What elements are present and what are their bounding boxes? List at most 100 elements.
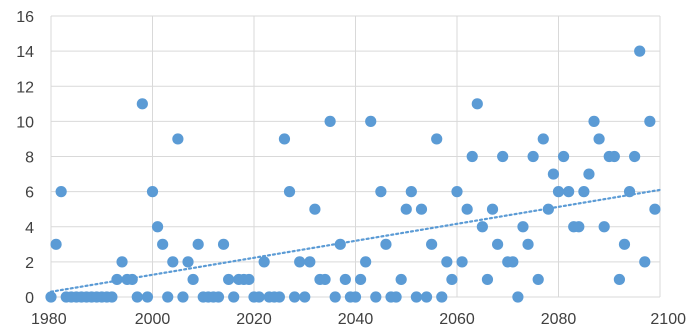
data-point bbox=[50, 238, 62, 250]
data-point bbox=[304, 256, 316, 268]
data-point bbox=[131, 291, 143, 303]
data-point bbox=[375, 186, 387, 198]
data-point bbox=[618, 238, 631, 250]
data-point bbox=[481, 273, 494, 286]
data-point bbox=[111, 273, 123, 286]
y-tick-label: 16 bbox=[16, 9, 34, 26]
data-point bbox=[420, 291, 433, 303]
data-point bbox=[400, 203, 412, 215]
linear-trendline bbox=[49, 188, 662, 293]
data-point bbox=[151, 221, 164, 233]
data-point bbox=[634, 45, 646, 57]
data-point bbox=[451, 186, 463, 198]
data-point bbox=[354, 273, 367, 286]
data-point bbox=[517, 221, 529, 233]
data-point bbox=[639, 256, 651, 268]
data-point bbox=[563, 186, 575, 198]
data-point bbox=[162, 291, 174, 303]
data-point bbox=[598, 221, 610, 233]
data-point bbox=[608, 150, 620, 163]
data-point bbox=[258, 256, 270, 268]
y-tick-label: 6 bbox=[25, 185, 34, 202]
y-tick-label: 12 bbox=[16, 79, 34, 96]
data-point bbox=[497, 150, 509, 163]
data-point bbox=[512, 291, 524, 303]
data-point bbox=[552, 186, 565, 198]
x-tick-label: 2080 bbox=[541, 311, 577, 328]
y-tick-label: 8 bbox=[25, 150, 34, 167]
x-tick-label: 2100 bbox=[650, 311, 686, 328]
data-point bbox=[106, 291, 118, 303]
data-point bbox=[212, 291, 225, 303]
data-point bbox=[507, 256, 519, 268]
data-point bbox=[243, 273, 255, 286]
data-point bbox=[405, 186, 417, 198]
data-point bbox=[527, 150, 539, 163]
x-tick-labels: 1980 2000 2020 2040 2060 2080 2100 bbox=[31, 311, 686, 328]
data-point bbox=[486, 203, 499, 215]
data-point bbox=[177, 291, 189, 303]
data-point bbox=[334, 238, 346, 250]
y-tick-label: 0 bbox=[25, 290, 34, 307]
data-point bbox=[223, 273, 235, 286]
data-point bbox=[583, 168, 595, 180]
data-point bbox=[370, 291, 382, 303]
x-tick-label: 2020 bbox=[236, 311, 272, 328]
data-point bbox=[136, 98, 148, 110]
data-point bbox=[167, 256, 179, 268]
data-point bbox=[446, 273, 458, 286]
data-point bbox=[410, 291, 422, 303]
data-point bbox=[157, 238, 169, 250]
data-point bbox=[466, 150, 478, 163]
data-point bbox=[217, 238, 230, 250]
data-point bbox=[365, 115, 377, 127]
data-point bbox=[324, 115, 336, 127]
data-point bbox=[573, 221, 585, 233]
data-point bbox=[192, 238, 204, 250]
data-point bbox=[537, 133, 549, 145]
data-point bbox=[547, 168, 560, 180]
data-point bbox=[441, 256, 453, 268]
data-point bbox=[45, 291, 57, 303]
x-tick-label: 2040 bbox=[338, 311, 374, 328]
data-point bbox=[395, 273, 407, 286]
data-point bbox=[146, 186, 159, 198]
data-point bbox=[644, 115, 656, 127]
data-point bbox=[629, 150, 641, 163]
data-point bbox=[426, 238, 438, 250]
data-point bbox=[273, 291, 285, 303]
y-tick-label: 4 bbox=[25, 220, 34, 237]
data-point bbox=[309, 203, 321, 215]
x-tick-label: 2060 bbox=[439, 311, 475, 328]
data-point bbox=[593, 133, 605, 145]
data-point bbox=[55, 186, 67, 198]
data-point bbox=[471, 98, 483, 110]
data-point bbox=[141, 291, 154, 303]
data-point bbox=[172, 133, 184, 145]
data-point bbox=[456, 256, 468, 268]
data-point bbox=[431, 133, 443, 145]
data-point bbox=[532, 273, 544, 286]
data-point bbox=[299, 291, 311, 303]
data-point bbox=[116, 256, 128, 268]
data-point bbox=[228, 291, 240, 303]
y-tick-labels: 0 2 4 6 8 10 12 14 16 bbox=[16, 9, 34, 307]
data-point bbox=[649, 203, 661, 215]
data-point bbox=[278, 133, 291, 145]
points-layer bbox=[45, 45, 661, 303]
data-point bbox=[613, 273, 626, 286]
y-tick-label: 14 bbox=[16, 44, 34, 61]
data-point bbox=[542, 203, 554, 215]
data-point bbox=[294, 256, 306, 268]
data-point bbox=[360, 256, 372, 268]
data-point bbox=[623, 186, 636, 198]
y-tick-label: 2 bbox=[25, 255, 34, 272]
data-point bbox=[588, 115, 600, 127]
data-point bbox=[126, 273, 138, 286]
data-point bbox=[187, 273, 199, 286]
data-point bbox=[492, 238, 504, 250]
data-point bbox=[415, 203, 428, 215]
data-point bbox=[339, 273, 351, 286]
